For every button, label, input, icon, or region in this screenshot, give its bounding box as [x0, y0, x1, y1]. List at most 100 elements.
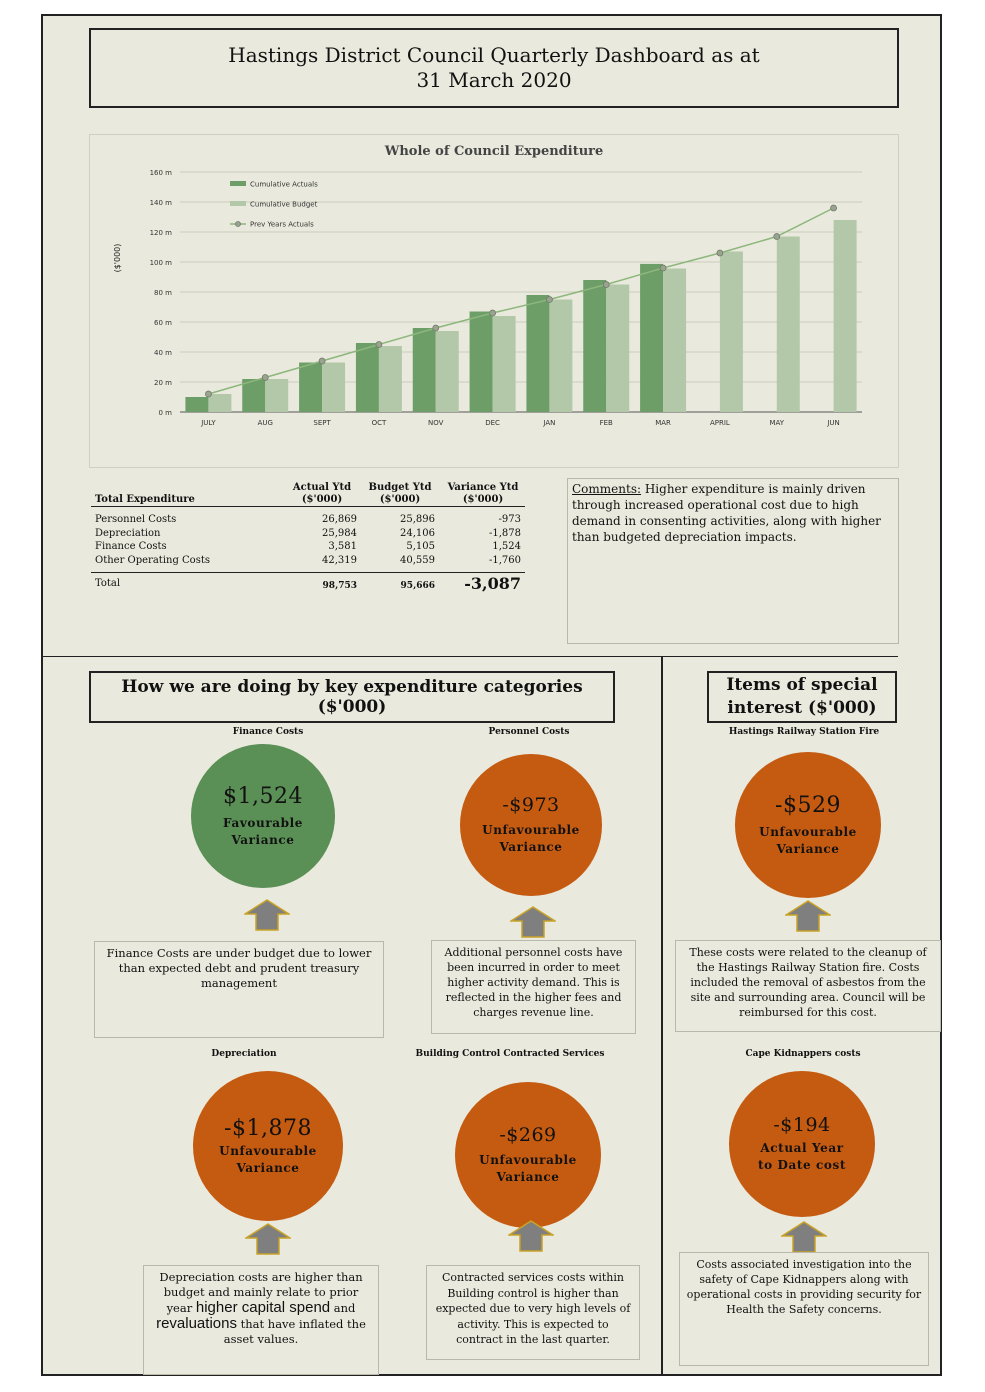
- variance-status-railway-fire-line2: Variance: [776, 841, 840, 856]
- special-label-cape-kidnappers: Cape Kidnappers costs: [745, 1049, 861, 1059]
- col-header-variance-line2: ($'000): [462, 494, 504, 505]
- note-depreciation: Depreciation costs are higher than budge…: [143, 1265, 379, 1375]
- total-label: Total: [95, 578, 121, 589]
- legend-swatch-actuals: [230, 181, 246, 186]
- bar-cumulative-budget: [378, 346, 402, 412]
- col-header-actual-line2: ($'000): [301, 494, 343, 505]
- legend-label: Cumulative Actuals: [250, 181, 318, 189]
- bar-cumulative-budget: [492, 316, 516, 412]
- comments-text: Higher expenditure is mainly driven thro…: [572, 482, 881, 544]
- x-tick-label: JAN: [542, 419, 555, 427]
- special-title-line-2: interest ($'000): [727, 698, 877, 718]
- y-tick-label: 100 m: [150, 259, 173, 267]
- variance-status-personnel: Unfavourable Variance: [482, 822, 580, 856]
- variance-status-depreciation-line2: Variance: [236, 1160, 300, 1175]
- total-actual: 98,753: [322, 581, 357, 591]
- section-divider-vertical: [661, 656, 663, 1376]
- table-row-variance: 1,524: [492, 541, 521, 552]
- variance-circle-railway-fire: -$529 Unfavourable Variance: [735, 752, 881, 898]
- bar-cumulative-budget: [606, 284, 630, 412]
- total-variance: -3,087: [464, 574, 521, 593]
- variance-status-personnel-line1: Unfavourable: [482, 823, 580, 837]
- up-arrow-icon: [508, 1220, 554, 1252]
- col-header-actual: Actual Ytd ($'000): [287, 482, 357, 506]
- comments-box: Comments: Higher expenditure is mainly d…: [567, 478, 899, 644]
- variance-status-finance: Favourable Variance: [223, 815, 303, 849]
- y-tick-label: 80 m: [154, 289, 172, 297]
- y-axis-label: ($'000): [113, 244, 122, 273]
- x-tick-label: MAR: [655, 419, 671, 427]
- line-point-prev-years-actuals: [602, 281, 610, 288]
- variance-amount-cape-kidnappers: -$194: [773, 1114, 831, 1136]
- bar-cumulative-budget: [265, 379, 289, 412]
- y-tick-label: 0 m: [159, 409, 173, 417]
- variance-amount-depreciation: -$1,878: [224, 1115, 312, 1141]
- note-cape-kidnappers: Costs associated investigation into the …: [679, 1252, 929, 1366]
- variance-status-personnel-line2: Variance: [499, 840, 563, 854]
- table-row-variance: -973: [498, 514, 521, 525]
- y-tick-label: 20 m: [154, 379, 172, 387]
- variance-status-building-control: Unfavourable Variance: [479, 1152, 577, 1186]
- bar-cumulative-budget: [719, 251, 743, 412]
- variance-status-depreciation: Unfavourable Variance: [219, 1143, 317, 1177]
- variance-amount-building-control: -$269: [499, 1124, 557, 1146]
- col-header-variance: Variance Ytd ($'000): [445, 482, 521, 506]
- special-label-railway-fire: Hastings Railway Station Fire: [728, 727, 880, 737]
- variance-status-railway-fire-line1: Unfavourable: [759, 824, 857, 839]
- table-row-budget: 25,896: [400, 514, 435, 525]
- y-tick-label: 120 m: [150, 229, 173, 237]
- line-point-prev-years-actuals: [375, 341, 383, 348]
- category-label-depreciation: Depreciation: [211, 1049, 277, 1059]
- col-header-variance-line1: Variance Ytd: [447, 482, 519, 493]
- title-line-2: 31 March 2020: [416, 68, 572, 92]
- dashboard-page: Hastings District Council Quarterly Dash…: [41, 14, 942, 1376]
- note-depreciation-part2: and: [330, 1301, 356, 1315]
- bar-cumulative-budget: [833, 220, 857, 412]
- variance-status-building-control-line2: Variance: [496, 1170, 560, 1184]
- col-header-budget-line1: Budget Ytd: [368, 482, 432, 493]
- table-row-actual: 42,319: [322, 555, 357, 566]
- bar-cumulative-budget: [435, 331, 459, 412]
- table-row-actual: 26,869: [322, 514, 357, 525]
- up-arrow-icon: [510, 906, 556, 938]
- table-row-variance: -1,760: [488, 555, 521, 566]
- up-arrow-icon: [245, 1223, 291, 1255]
- categories-section-title: How we are doing by key expenditure cate…: [89, 671, 615, 723]
- up-arrow-icon: [781, 1221, 827, 1253]
- table-row-budget: 5,105: [406, 541, 435, 552]
- dashboard-title: Hastings District Council Quarterly Dash…: [89, 28, 899, 108]
- line-prev-years-actuals: [208, 207, 834, 395]
- bar-cumulative-actuals: [185, 397, 209, 412]
- note-depreciation-part3: that have inflated the asset values.: [223, 1317, 366, 1346]
- variance-circle-building-control: -$269 Unfavourable Variance: [455, 1082, 601, 1228]
- table-row-budget: 40,559: [400, 555, 435, 566]
- table-total-rule: [91, 572, 525, 573]
- expenditure-chart: Whole of Council Expenditure ($'000) 0 m 20…: [113, 144, 862, 427]
- table-title: Total Expenditure: [95, 494, 195, 505]
- legend-label: Cumulative Budget: [250, 201, 318, 209]
- bar-cumulative-budget: [663, 268, 687, 412]
- variance-circle-depreciation: -$1,878 Unfavourable Variance: [193, 1071, 343, 1221]
- variance-status-finance-line2: Variance: [231, 832, 295, 847]
- bar-cumulative-actuals: [355, 343, 379, 412]
- variance-status-finance-line1: Favourable: [222, 815, 304, 830]
- bar-cumulative-actuals: [583, 280, 607, 412]
- line-point-prev-years-actuals: [489, 309, 496, 317]
- note-depreciation-part1: Depreciation costs are higher than budge…: [159, 1270, 363, 1315]
- variance-status-building-control-line1: Unfavourable: [479, 1153, 577, 1167]
- category-label-personnel: Personnel Costs: [488, 727, 570, 737]
- line-point-prev-years-actuals: [773, 233, 781, 240]
- bar-cumulative-actuals: [526, 295, 550, 412]
- variance-status-cape-kidnappers: Actual Year to Date cost: [758, 1140, 846, 1174]
- bar-cumulative-actuals: [299, 362, 323, 412]
- x-tick-label: JUN: [826, 419, 839, 427]
- x-tick-label: DEC: [485, 419, 500, 427]
- note-railway-fire: These costs were related to the cleanup …: [675, 940, 941, 1032]
- table-header-rule: [91, 506, 525, 507]
- up-arrow-icon: [785, 900, 831, 932]
- line-point-prev-years-actuals: [261, 374, 269, 381]
- table-row-label: Finance Costs: [95, 541, 167, 552]
- table-row-actual: 3,581: [328, 541, 357, 552]
- line-point-prev-years-actuals: [318, 357, 326, 365]
- line-point-prev-years-actuals: [716, 249, 724, 257]
